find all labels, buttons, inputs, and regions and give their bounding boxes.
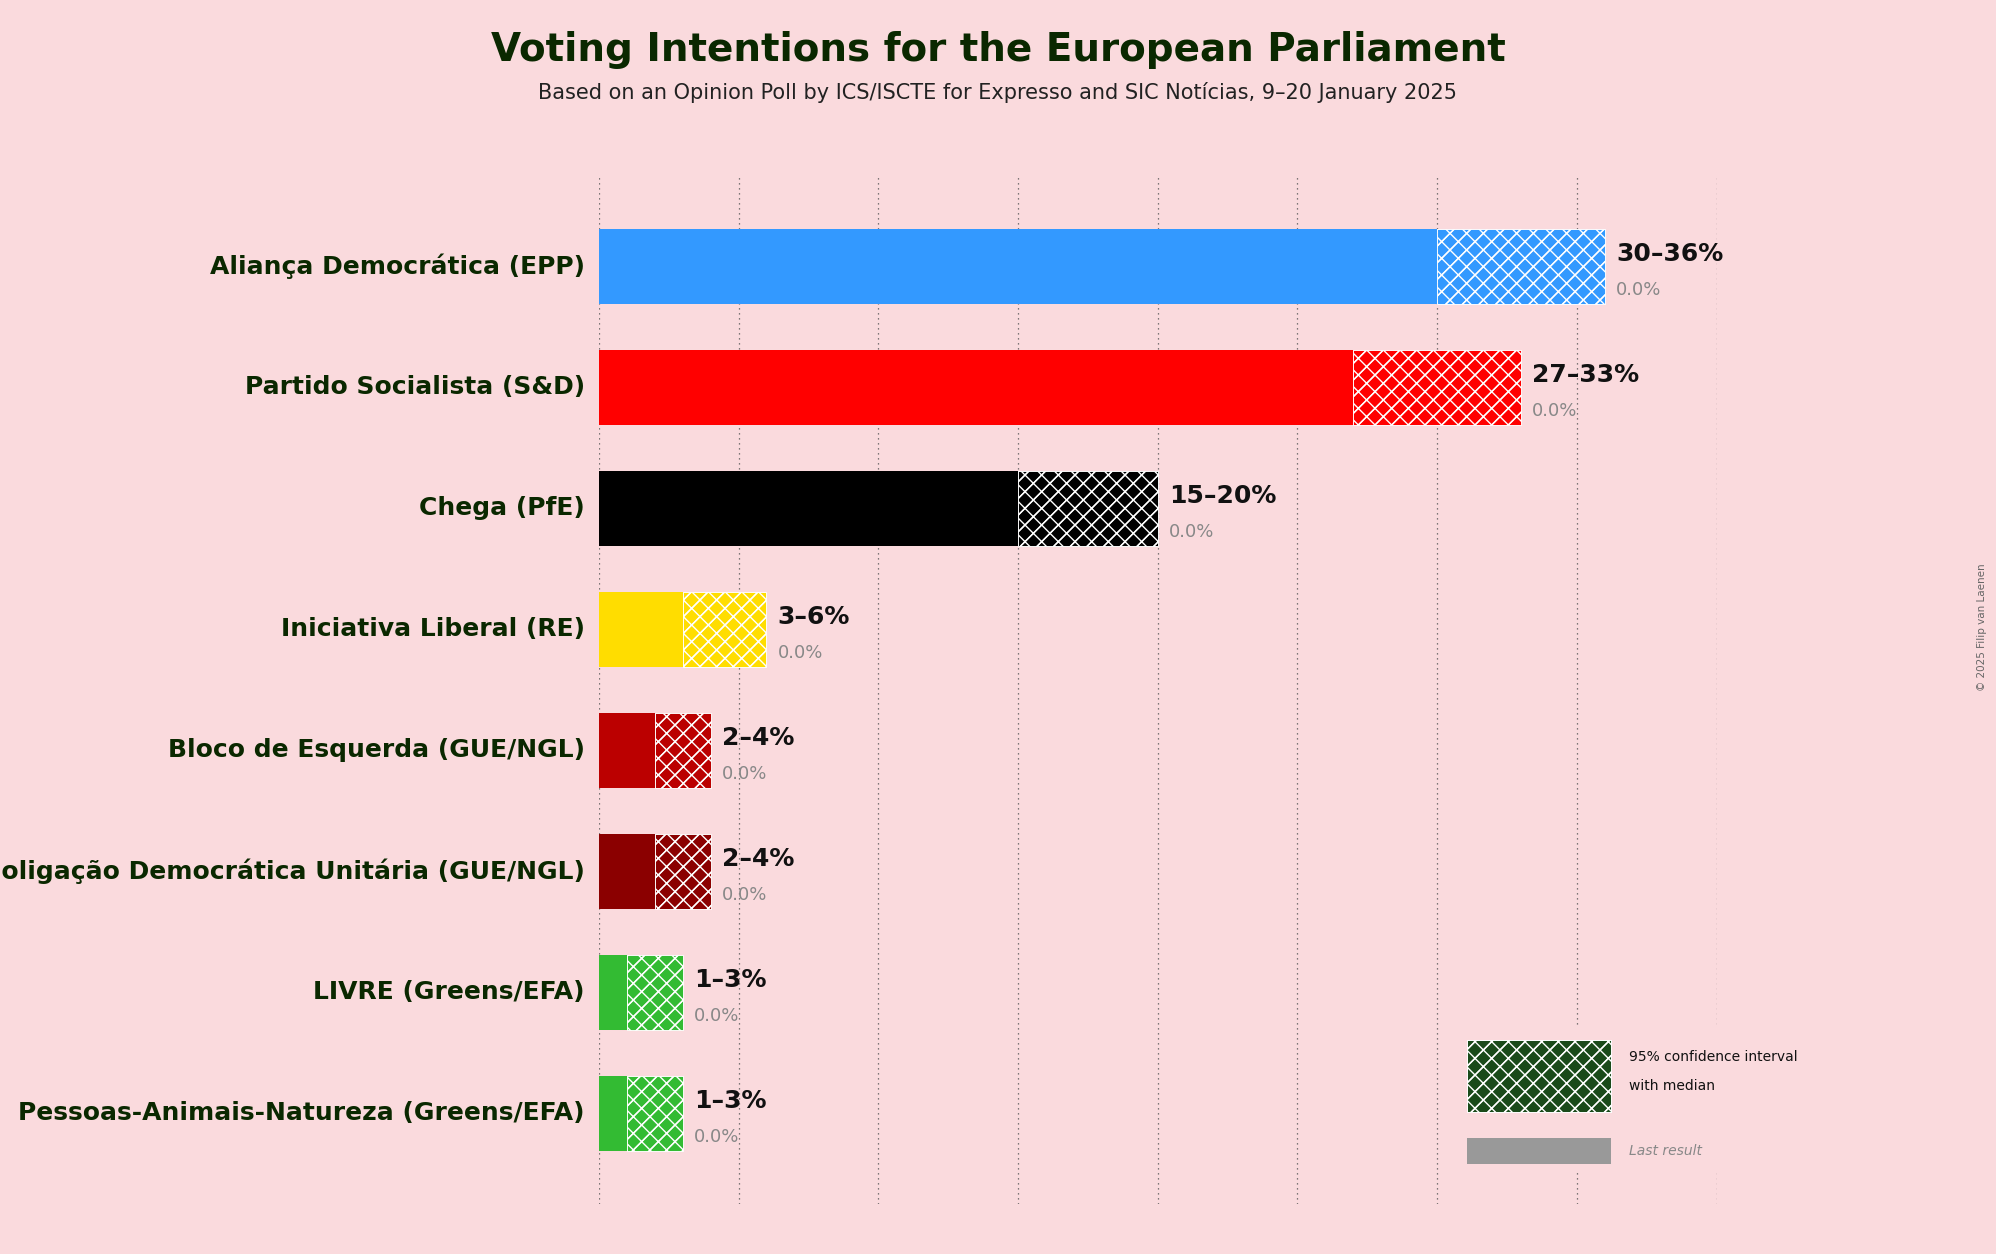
Text: 0.0%: 0.0%: [695, 1129, 739, 1146]
Bar: [1437, 228, 1605, 303]
Bar: [599, 712, 655, 788]
Text: 2–4%: 2–4%: [723, 846, 794, 872]
Text: Voting Intentions for the European Parliament: Voting Intentions for the European Parli…: [491, 31, 1505, 69]
Bar: [655, 834, 711, 909]
Bar: [1353, 350, 1521, 425]
Text: 0.0%: 0.0%: [695, 1007, 739, 1026]
Text: 0.0%: 0.0%: [723, 887, 766, 904]
Bar: [599, 834, 655, 909]
Text: 1–3%: 1–3%: [695, 1088, 766, 1114]
Bar: [1467, 1040, 1611, 1112]
Text: Pessoas-Animais-Natureza (Greens/EFA): Pessoas-Animais-Natureza (Greens/EFA): [18, 1101, 585, 1125]
Text: 3–6%: 3–6%: [778, 606, 850, 630]
Text: 2–4%: 2–4%: [723, 726, 794, 750]
Text: with median: with median: [1629, 1078, 1715, 1093]
Bar: [599, 592, 683, 667]
Bar: [1018, 470, 1158, 545]
Text: © 2025 Filip van Laenen: © 2025 Filip van Laenen: [1976, 563, 1988, 691]
Text: Iniciativa Liberal (RE): Iniciativa Liberal (RE): [281, 617, 585, 641]
Text: 0.0%: 0.0%: [723, 765, 766, 784]
Bar: [655, 834, 711, 909]
Text: Coligação Democrática Unitária (GUE/NGL): Coligação Democrática Unitária (GUE/NGL): [0, 859, 585, 884]
Bar: [627, 954, 683, 1030]
Text: 27–33%: 27–33%: [1533, 364, 1639, 387]
Text: 1–3%: 1–3%: [695, 968, 766, 992]
Bar: [1437, 228, 1605, 303]
Text: Aliança Democrática (EPP): Aliança Democrática (EPP): [210, 253, 585, 280]
Text: Chega (PfE): Chega (PfE): [419, 497, 585, 520]
Bar: [599, 228, 1437, 303]
Text: 0.0%: 0.0%: [1170, 523, 1214, 542]
Text: Based on an Opinion Poll by ICS/ISCTE for Expresso and SIC Notícias, 9–20 Januar: Based on an Opinion Poll by ICS/ISCTE fo…: [539, 82, 1457, 103]
Text: 15–20%: 15–20%: [1170, 484, 1275, 508]
Text: LIVRE (Greens/EFA): LIVRE (Greens/EFA): [313, 981, 585, 1004]
Text: Partido Socialista (S&D): Partido Socialista (S&D): [246, 375, 585, 399]
Text: 0.0%: 0.0%: [778, 645, 822, 662]
Bar: [655, 712, 711, 788]
Bar: [599, 470, 1018, 545]
Bar: [1467, 1137, 1611, 1164]
Bar: [1353, 350, 1521, 425]
Text: 0.0%: 0.0%: [1617, 281, 1661, 300]
Bar: [627, 1076, 683, 1151]
Bar: [1467, 1040, 1611, 1112]
Text: Last result: Last result: [1629, 1144, 1703, 1157]
Bar: [1467, 1040, 1611, 1112]
Bar: [1018, 470, 1158, 545]
Bar: [599, 1076, 627, 1151]
Text: 0.0%: 0.0%: [1533, 403, 1577, 420]
Text: Bloco de Esquerda (GUE/NGL): Bloco de Esquerda (GUE/NGL): [168, 739, 585, 762]
Bar: [683, 592, 766, 667]
Bar: [683, 592, 766, 667]
Text: 95% confidence interval: 95% confidence interval: [1629, 1050, 1796, 1065]
Bar: [655, 712, 711, 788]
Text: 30–36%: 30–36%: [1617, 242, 1723, 266]
Bar: [599, 954, 627, 1030]
Bar: [599, 350, 1353, 425]
Bar: [627, 954, 683, 1030]
Bar: [627, 1076, 683, 1151]
